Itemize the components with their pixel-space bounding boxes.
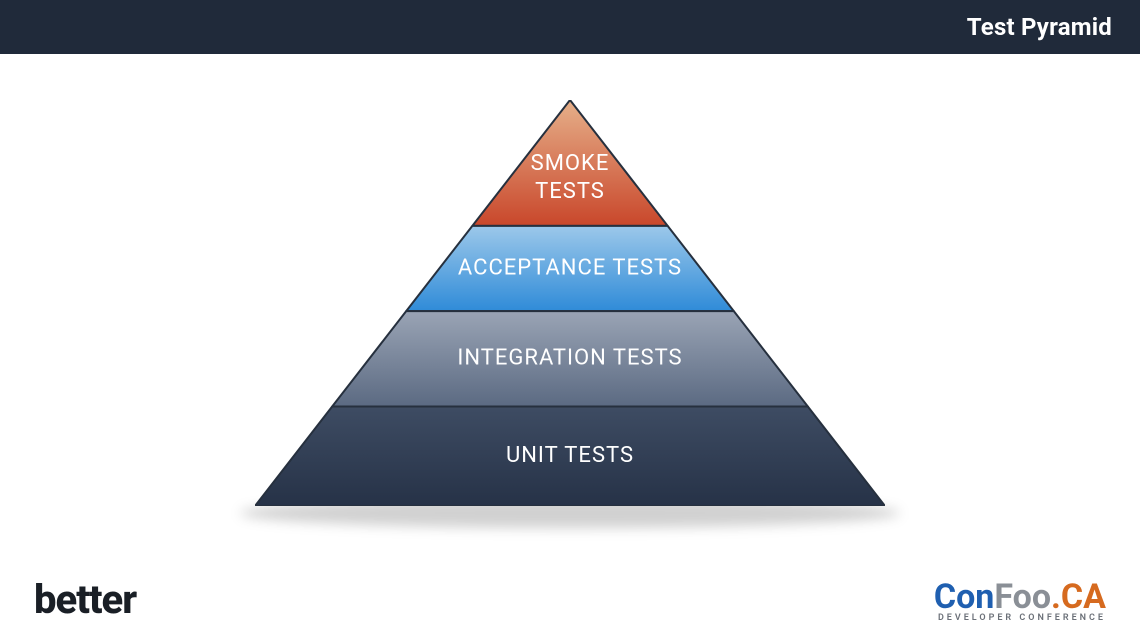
confoo-foo: Foo (994, 577, 1051, 617)
confoo-logo-line1: ConFoo.CA (934, 580, 1106, 614)
confoo-dot: . (1051, 577, 1061, 617)
test-pyramid: SMOKE TESTS ACCEPTANCE TESTS INTEGRATION TE… (255, 100, 885, 506)
pyramid-label-0-line1: TESTS (535, 179, 605, 204)
confoo-ca: CA (1061, 577, 1106, 617)
better-logo: better (34, 576, 136, 623)
pyramid-label-0-line0: SMOKE (531, 151, 610, 176)
slide-footer: better ConFoo.CA DEVELOPER CONFERENCE (0, 576, 1140, 641)
confoo-subtitle: DEVELOPER CONFERENCE (934, 614, 1106, 623)
slide-title: Test Pyramid (967, 13, 1112, 41)
confoo-con: Con (934, 577, 995, 617)
pyramid-container: SMOKE TESTS ACCEPTANCE TESTS INTEGRATION TE… (255, 100, 885, 506)
slide-header: Test Pyramid (0, 0, 1140, 54)
pyramid-label-3: UNIT TESTS (506, 443, 634, 468)
confoo-logo: ConFoo.CA DEVELOPER CONFERENCE (934, 580, 1106, 623)
pyramid-label-2: INTEGRATION TESTS (457, 346, 682, 371)
slide-body: SMOKE TESTS ACCEPTANCE TESTS INTEGRATION TE… (0, 54, 1140, 641)
pyramid-label-1: ACCEPTANCE TESTS (458, 255, 682, 280)
